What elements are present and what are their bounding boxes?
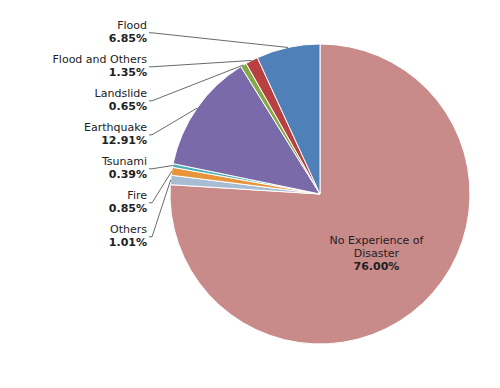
leader-line	[149, 65, 243, 101]
value-label: 12.91%	[101, 134, 147, 147]
slice-label: Earthquake	[84, 121, 147, 134]
slices	[170, 44, 470, 344]
leader-line	[149, 60, 252, 66]
value-label: 0.85%	[109, 202, 147, 215]
value-label: 0.39%	[109, 168, 147, 181]
labels: No Experience ofDisaster76.00% Flood6.85%…	[53, 19, 425, 273]
slice-label: Flood and Others	[53, 53, 148, 66]
leader-line	[149, 108, 197, 135]
leader-line	[149, 33, 288, 48]
value-label: 1.35%	[109, 66, 147, 79]
slice-label: Tsunami	[101, 155, 147, 168]
slice-label: Fire	[127, 189, 147, 202]
pie-slice	[257, 44, 320, 194]
value-label: 0.65%	[109, 100, 147, 113]
value-label: 6.85%	[109, 32, 147, 45]
leader-line	[149, 165, 173, 168]
slice-label: Flood	[117, 19, 147, 32]
slice-label: No Experience ofDisaster	[330, 234, 425, 260]
chart: No Experience ofDisaster76.00% Flood6.85%…	[0, 0, 500, 388]
value-label: 76.00%	[354, 260, 400, 273]
slice-label: Landslide	[95, 87, 148, 100]
slice-label: Others	[110, 223, 147, 236]
pie-slice	[170, 44, 470, 344]
leader-line	[149, 180, 171, 237]
value-label: 1.01%	[109, 236, 147, 249]
